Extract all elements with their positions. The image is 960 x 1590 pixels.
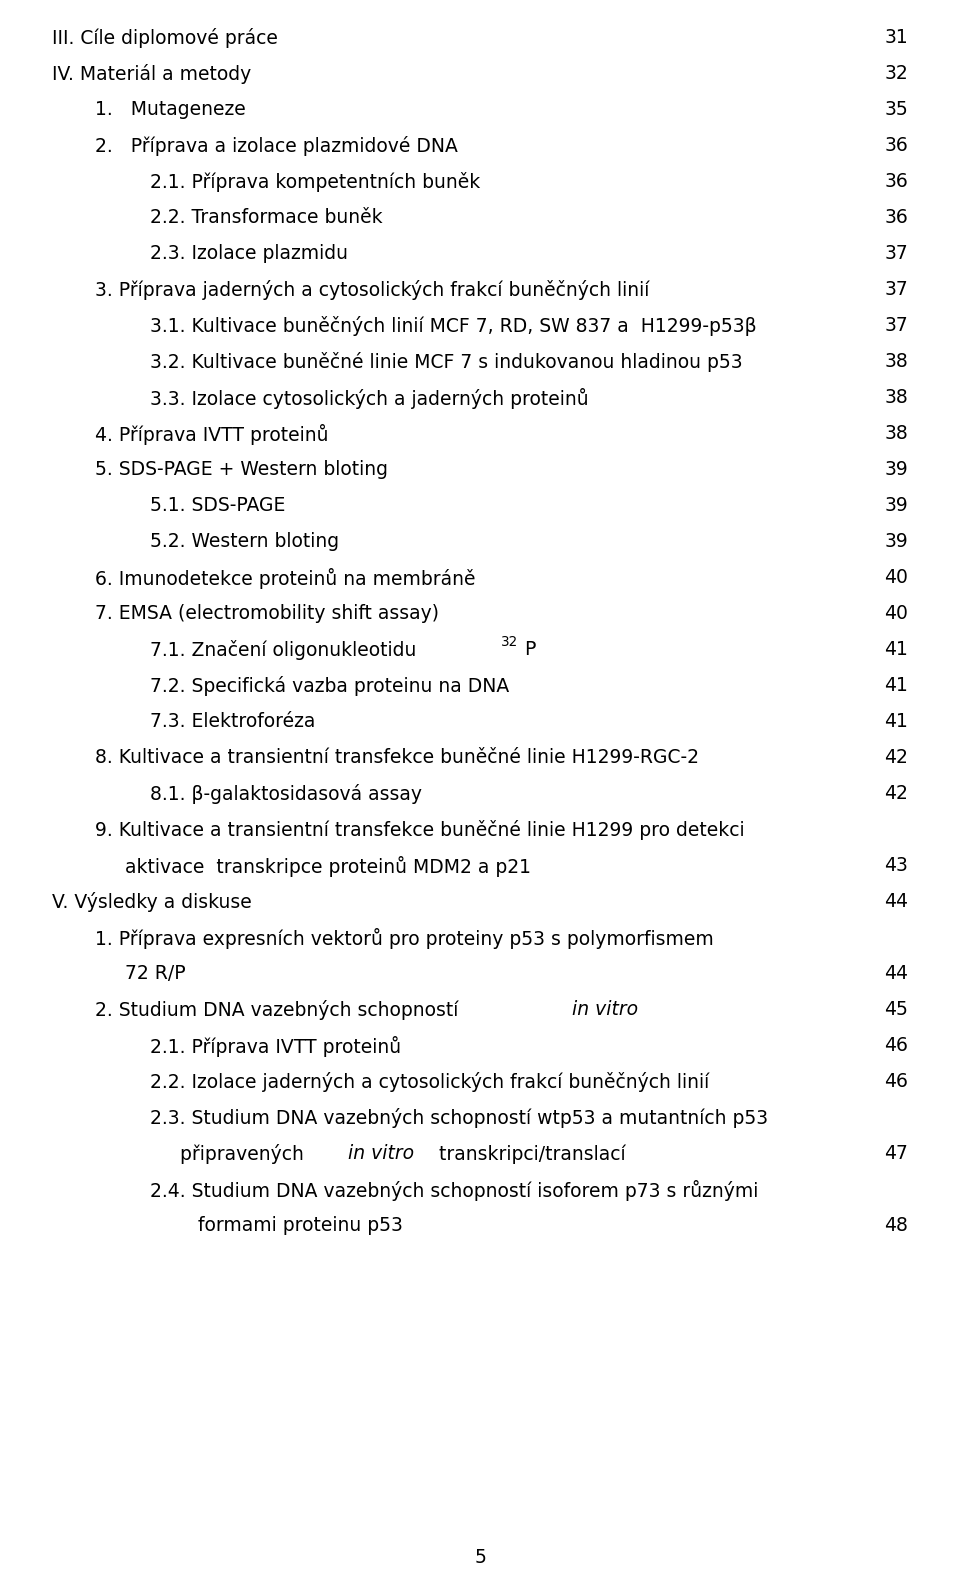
- Text: 2.2. Transformace buněk: 2.2. Transformace buněk: [150, 208, 383, 227]
- Text: 5. SDS-PAGE + Western bloting: 5. SDS-PAGE + Western bloting: [95, 460, 388, 479]
- Text: 40: 40: [884, 604, 908, 623]
- Text: in vitro: in vitro: [348, 1143, 414, 1162]
- Text: 7. EMSA (electromobility shift assay): 7. EMSA (electromobility shift assay): [95, 604, 439, 623]
- Text: 2.4. Studium DNA vazebných schopností isoforem p73 s různými: 2.4. Studium DNA vazebných schopností is…: [150, 1180, 758, 1200]
- Text: 42: 42: [884, 784, 908, 803]
- Text: 2.3. Izolace plazmidu: 2.3. Izolace plazmidu: [150, 243, 348, 262]
- Text: 4. Příprava IVTT proteinů: 4. Příprava IVTT proteinů: [95, 425, 328, 445]
- Text: 8. Kultivace a transientní transfekce buněčné linie H1299-RGC-2: 8. Kultivace a transientní transfekce bu…: [95, 747, 699, 766]
- Text: 2.1. Příprava kompetentních buněk: 2.1. Příprava kompetentních buněk: [150, 172, 480, 192]
- Text: 3.2. Kultivace buněčné linie MCF 7 s indukovanou hladinou p53: 3.2. Kultivace buněčné linie MCF 7 s ind…: [150, 351, 743, 372]
- Text: P: P: [524, 641, 535, 658]
- Text: III. Cíle diplomové práce: III. Cíle diplomové práce: [52, 29, 277, 48]
- Text: 1.   Mutageneze: 1. Mutageneze: [95, 100, 246, 119]
- Text: IV. Materiál a metody: IV. Materiál a metody: [52, 64, 252, 84]
- Text: 7.3. Elektroforéza: 7.3. Elektroforéza: [150, 712, 316, 731]
- Text: 45: 45: [884, 1000, 908, 1019]
- Text: 2.2. Izolace jaderných a cytosolických frakcí buněčných linií: 2.2. Izolace jaderných a cytosolických f…: [150, 1072, 709, 1092]
- Text: 32: 32: [501, 634, 518, 649]
- Text: 7.1. Značení oligonukleotidu: 7.1. Značení oligonukleotidu: [150, 641, 422, 660]
- Text: 37: 37: [884, 243, 908, 262]
- Text: 3.1. Kultivace buněčných linií MCF 7, RD, SW 837 a  H1299-p53β: 3.1. Kultivace buněčných linií MCF 7, RD…: [150, 316, 756, 335]
- Text: 36: 36: [884, 137, 908, 154]
- Text: 44: 44: [884, 964, 908, 983]
- Text: 3. Příprava jaderných a cytosolických frakcí buněčných linií: 3. Příprava jaderných a cytosolických fr…: [95, 280, 649, 301]
- Text: 8.1. β-galaktosidasová assay: 8.1. β-galaktosidasová assay: [150, 784, 422, 805]
- Text: 44: 44: [884, 892, 908, 911]
- Text: 5.1. SDS-PAGE: 5.1. SDS-PAGE: [150, 496, 285, 515]
- Text: 41: 41: [884, 641, 908, 658]
- Text: 39: 39: [884, 460, 908, 479]
- Text: 41: 41: [884, 712, 908, 731]
- Text: 2.3. Studium DNA vazebných schopností wtp53 a mutantních p53: 2.3. Studium DNA vazebných schopností wt…: [150, 1108, 768, 1127]
- Text: 2.   Příprava a izolace plazmidové DNA: 2. Příprava a izolace plazmidové DNA: [95, 137, 458, 156]
- Text: 35: 35: [884, 100, 908, 119]
- Text: aktivace  transkripce proteinů MDM2 a p21: aktivace transkripce proteinů MDM2 a p21: [125, 855, 531, 878]
- Text: 32: 32: [884, 64, 908, 83]
- Text: 5.2. Western bloting: 5.2. Western bloting: [150, 533, 339, 552]
- Text: 2.1. Příprava IVTT proteinů: 2.1. Příprava IVTT proteinů: [150, 1037, 401, 1057]
- Text: 6. Imunodetekce proteinů na membráně: 6. Imunodetekce proteinů na membráně: [95, 568, 475, 588]
- Text: 39: 39: [884, 496, 908, 515]
- Text: 46: 46: [884, 1037, 908, 1056]
- Text: 72 R/P: 72 R/P: [125, 964, 185, 983]
- Text: 37: 37: [884, 316, 908, 335]
- Text: 38: 38: [884, 388, 908, 407]
- Text: 37: 37: [884, 280, 908, 299]
- Text: V. Výsledky a diskuse: V. Výsledky a diskuse: [52, 892, 252, 913]
- Text: 5: 5: [474, 1549, 486, 1568]
- Text: 43: 43: [884, 855, 908, 875]
- Text: 39: 39: [884, 533, 908, 552]
- Text: 31: 31: [884, 29, 908, 48]
- Text: 3.3. Izolace cytosolických a jaderných proteinů: 3.3. Izolace cytosolických a jaderných p…: [150, 388, 588, 409]
- Text: 2. Studium DNA vazebných schopností: 2. Studium DNA vazebných schopností: [95, 1000, 465, 1021]
- Text: 1. Příprava expresních vektorů pro proteiny p53 s polymorfismem: 1. Příprava expresních vektorů pro prote…: [95, 929, 713, 949]
- Text: in vitro: in vitro: [571, 1000, 637, 1019]
- Text: 38: 38: [884, 425, 908, 444]
- Text: 36: 36: [884, 208, 908, 227]
- Text: 7.2. Specifická vazba proteinu na DNA: 7.2. Specifická vazba proteinu na DNA: [150, 676, 509, 696]
- Text: 41: 41: [884, 676, 908, 695]
- Text: 40: 40: [884, 568, 908, 587]
- Text: 47: 47: [884, 1143, 908, 1162]
- Text: 38: 38: [884, 351, 908, 370]
- Text: formami proteinu p53: formami proteinu p53: [180, 1216, 403, 1235]
- Text: 48: 48: [884, 1216, 908, 1235]
- Text: 46: 46: [884, 1072, 908, 1091]
- Text: připravených: připravených: [180, 1143, 310, 1164]
- Text: 42: 42: [884, 747, 908, 766]
- Text: 9. Kultivace a transientní transfekce buněčné linie H1299 pro detekci: 9. Kultivace a transientní transfekce bu…: [95, 820, 745, 840]
- Text: 36: 36: [884, 172, 908, 191]
- Text: transkripci/translací: transkripci/translací: [433, 1143, 626, 1164]
